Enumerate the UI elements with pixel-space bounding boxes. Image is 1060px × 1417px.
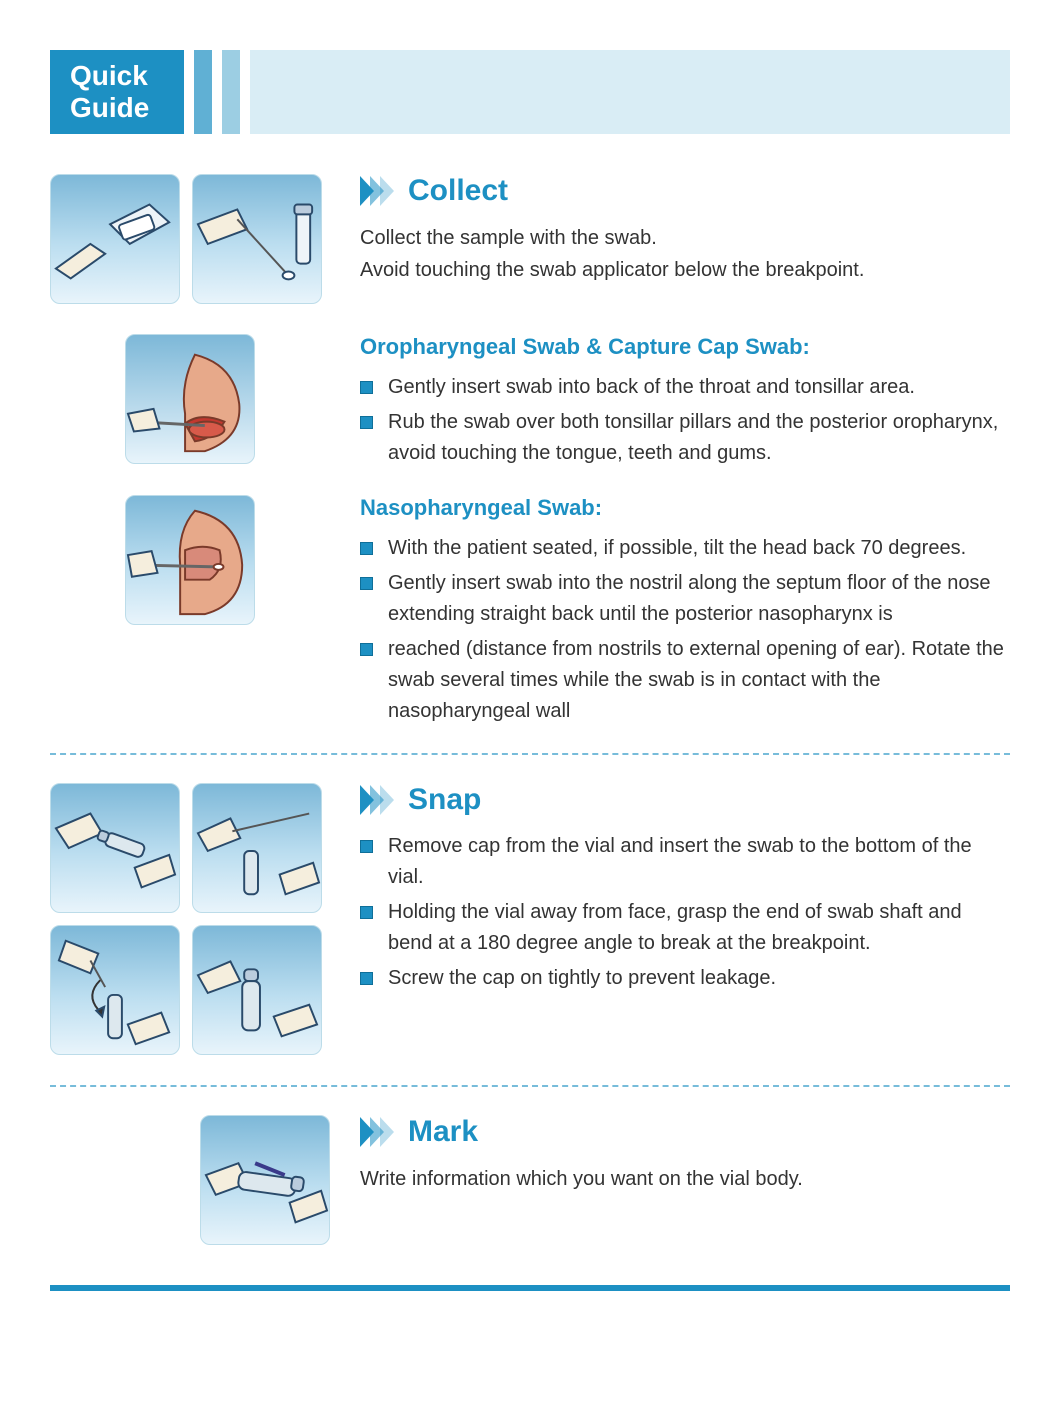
collect-line-2: Avoid touching the swab applicator below… bbox=[360, 254, 1010, 286]
snap-item-2: Holding the vial away from face, grasp t… bbox=[360, 897, 1010, 959]
thumb-snap-break bbox=[50, 925, 180, 1055]
naso-title: Nasopharyngeal Swab: bbox=[360, 495, 1010, 521]
sub-naso: Nasopharyngeal Swab: With the patient se… bbox=[50, 495, 1010, 731]
naso-bullets: With the patient seated, if possible, ti… bbox=[360, 533, 1010, 727]
oro-title: Oropharyngeal Swab & Capture Cap Swab: bbox=[360, 334, 1010, 360]
snap-item-1: Remove cap from the vial and insert the … bbox=[360, 831, 1010, 893]
thumb-open-package bbox=[50, 174, 180, 304]
footer-rule bbox=[50, 1285, 1010, 1291]
header-stripe bbox=[222, 50, 240, 134]
chevron-icon bbox=[360, 785, 394, 815]
oro-thumb-col bbox=[50, 334, 330, 473]
thumb-oropharyngeal bbox=[125, 334, 255, 464]
snap-item-3: Screw the cap on tightly to prevent leak… bbox=[360, 963, 1010, 994]
header-title: Quick Guide bbox=[50, 50, 184, 134]
chevron-icon bbox=[360, 1117, 394, 1147]
mark-thumbs bbox=[50, 1115, 330, 1245]
header: Quick Guide bbox=[50, 50, 1010, 134]
thumb-mark bbox=[200, 1115, 330, 1245]
header-stripe bbox=[240, 50, 250, 134]
chevron-icon bbox=[360, 176, 394, 206]
section-snap: Snap Remove cap from the vial and insert… bbox=[50, 783, 1010, 1055]
section-collect: Collect Collect the sample with the swab… bbox=[50, 174, 1010, 304]
header-stripe bbox=[184, 50, 194, 134]
snap-bullets: Remove cap from the vial and insert the … bbox=[360, 831, 1010, 994]
header-stripe bbox=[250, 50, 1010, 134]
section-mark: Mark Write information which you want on… bbox=[50, 1115, 1010, 1245]
thumb-nasopharyngeal bbox=[125, 495, 255, 625]
snap-thumbs bbox=[50, 783, 330, 1055]
separator-1 bbox=[50, 753, 1010, 755]
collect-line-1: Collect the sample with the swab. bbox=[360, 222, 1010, 254]
mark-text: Write information which you want on the … bbox=[360, 1163, 1010, 1195]
thumb-snap-cap bbox=[192, 925, 322, 1055]
naso-item-1: With the patient seated, if possible, ti… bbox=[360, 533, 1010, 564]
snap-title: Snap bbox=[408, 783, 481, 817]
header-stripes bbox=[184, 50, 1010, 134]
collect-title: Collect bbox=[408, 174, 508, 208]
sub-oro: Oropharyngeal Swab & Capture Cap Swab: G… bbox=[50, 334, 1010, 473]
mark-title: Mark bbox=[408, 1115, 478, 1149]
collect-content: Collect Collect the sample with the swab… bbox=[360, 174, 1010, 304]
oro-item-1: Gently insert swab into back of the thro… bbox=[360, 372, 1010, 403]
naso-item-2: Gently insert swab into the nostril alon… bbox=[360, 568, 1010, 630]
oro-item-2: Rub the swab over both tonsillar pillars… bbox=[360, 407, 1010, 469]
oro-bullets: Gently insert swab into back of the thro… bbox=[360, 372, 1010, 469]
thumb-hold-swab bbox=[192, 174, 322, 304]
thumb-snap-swab bbox=[192, 783, 322, 913]
naso-item-3: reached (distance from nostrils to exter… bbox=[360, 634, 1010, 727]
thumb-snap-insert bbox=[50, 783, 180, 913]
collect-thumbs bbox=[50, 174, 330, 304]
naso-thumb-col bbox=[50, 495, 330, 731]
separator-2 bbox=[50, 1085, 1010, 1087]
header-stripe bbox=[212, 50, 222, 134]
header-stripe bbox=[194, 50, 212, 134]
